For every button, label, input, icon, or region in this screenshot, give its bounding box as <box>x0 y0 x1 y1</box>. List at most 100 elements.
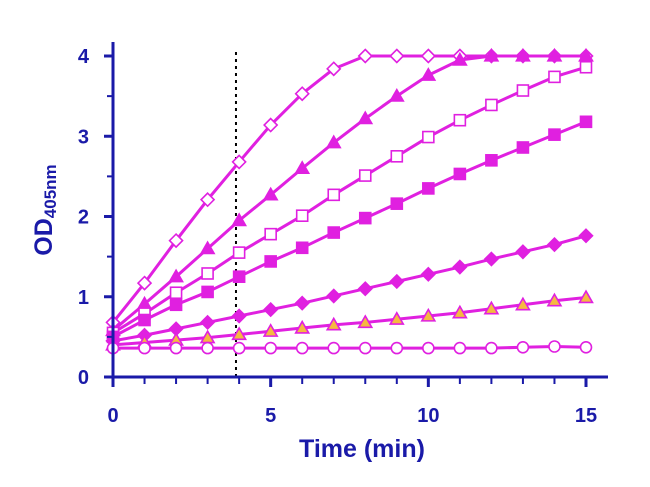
data-point-circle <box>579 341 593 354</box>
y-tick-label: 3 <box>78 126 89 148</box>
data-point-diamond <box>389 48 405 64</box>
data-point-square <box>201 267 214 280</box>
data-point-diamond <box>326 61 342 77</box>
data-point-square <box>453 113 467 127</box>
data-point-square <box>390 150 404 163</box>
data-point-diamond <box>389 273 405 290</box>
axes-layer: 0 1 2 3 4 0 5 10 15 <box>78 42 608 427</box>
data-point-triangle <box>325 134 342 149</box>
data-point-triangle <box>294 319 311 334</box>
data-point-square <box>138 313 151 327</box>
data-point-circle <box>232 341 246 355</box>
data-point-circle <box>264 341 277 355</box>
data-point-diamond <box>326 288 342 304</box>
data-point-diamond <box>546 236 563 253</box>
series-line <box>112 54 586 332</box>
data-point-square <box>548 128 561 141</box>
data-point-triangle <box>357 110 374 125</box>
data-point-diamond <box>136 275 153 291</box>
data-point-circle <box>485 341 498 355</box>
data-point-square <box>232 270 246 283</box>
x-tick-label: 5 <box>265 405 276 427</box>
data-point-square <box>358 169 372 182</box>
data-point-triangle <box>231 212 248 227</box>
data-point-square <box>579 60 593 74</box>
data-point-diamond <box>294 86 310 102</box>
data-point-triangle <box>578 47 594 62</box>
data-point-triangle <box>483 47 500 62</box>
x-tick-label: 0 <box>107 405 118 427</box>
data-point-diamond <box>515 244 531 260</box>
data-point-circle <box>295 341 309 355</box>
data-point-triangle <box>294 160 311 175</box>
data-point-circle <box>201 341 214 355</box>
data-point-square <box>422 130 435 144</box>
data-point-diamond <box>263 117 279 133</box>
data-point-diamond <box>420 48 436 64</box>
series-line <box>112 65 587 335</box>
data-point-diamond <box>357 281 373 297</box>
data-point-triangle <box>325 316 342 331</box>
data-point-square <box>579 115 593 129</box>
data-point-square <box>327 226 341 239</box>
data-point-square <box>516 141 530 154</box>
data-point-circle <box>138 341 151 355</box>
data-point-diamond <box>199 314 216 331</box>
y-axis-title-main: OD <box>30 218 58 256</box>
data-point-square <box>295 241 309 255</box>
data-point-square <box>169 298 183 312</box>
y-tick-label: 1 <box>78 287 89 309</box>
data-point-square <box>295 209 309 222</box>
data-point-triangle <box>168 268 184 283</box>
data-point-circle <box>548 340 561 353</box>
data-point-diamond <box>578 228 594 244</box>
data-point-triangle <box>515 47 531 62</box>
data-point-triangle <box>451 304 468 319</box>
data-point-square <box>485 98 498 112</box>
data-point-triangle <box>262 323 279 337</box>
y-tick-label: 0 <box>78 367 89 389</box>
data-point-circle <box>390 341 404 355</box>
data-point-triangle <box>451 51 468 66</box>
data-point-diamond <box>294 295 310 311</box>
series-line <box>112 234 587 343</box>
data-point-triangle <box>483 300 500 315</box>
data-point-triangle <box>578 289 594 304</box>
data-point-triangle <box>388 311 405 325</box>
series-diamond-filled <box>105 228 594 349</box>
data-point-triangle <box>199 240 216 255</box>
series-line <box>113 345 587 350</box>
data-point-diamond <box>357 48 373 64</box>
data-point-circle <box>358 341 372 355</box>
y-tick-label: 4 <box>78 46 90 68</box>
data-point-diamond <box>263 301 279 318</box>
series-triangle-open <box>105 289 594 351</box>
data-point-square <box>485 154 498 167</box>
data-point-triangle <box>546 47 563 62</box>
x-tick-label: 15 <box>575 405 597 427</box>
data-point-triangle <box>357 314 374 329</box>
data-point-circle <box>169 341 183 355</box>
series-circle-open <box>106 340 593 355</box>
data-point-triangle <box>420 307 437 322</box>
data-point-diamond <box>483 251 500 267</box>
y-tick-label: 2 <box>78 207 89 229</box>
data-point-triangle <box>515 296 531 311</box>
data-point-square <box>327 188 341 202</box>
data-point-triangle <box>231 326 248 341</box>
data-point-square <box>201 285 214 299</box>
data-point-diamond <box>168 232 184 249</box>
data-point-square <box>453 167 467 181</box>
data-point-square <box>358 211 372 225</box>
data-point-square <box>264 227 277 241</box>
series-square-open <box>106 60 593 340</box>
y-axis-title: OD405nm <box>30 164 60 255</box>
series-layer <box>105 47 594 355</box>
data-point-triangle <box>388 88 405 102</box>
data-point-square <box>516 84 530 97</box>
series-line <box>112 296 587 347</box>
data-point-circle <box>327 341 341 355</box>
data-point-diamond <box>420 266 436 282</box>
data-point-triangle <box>420 67 437 81</box>
